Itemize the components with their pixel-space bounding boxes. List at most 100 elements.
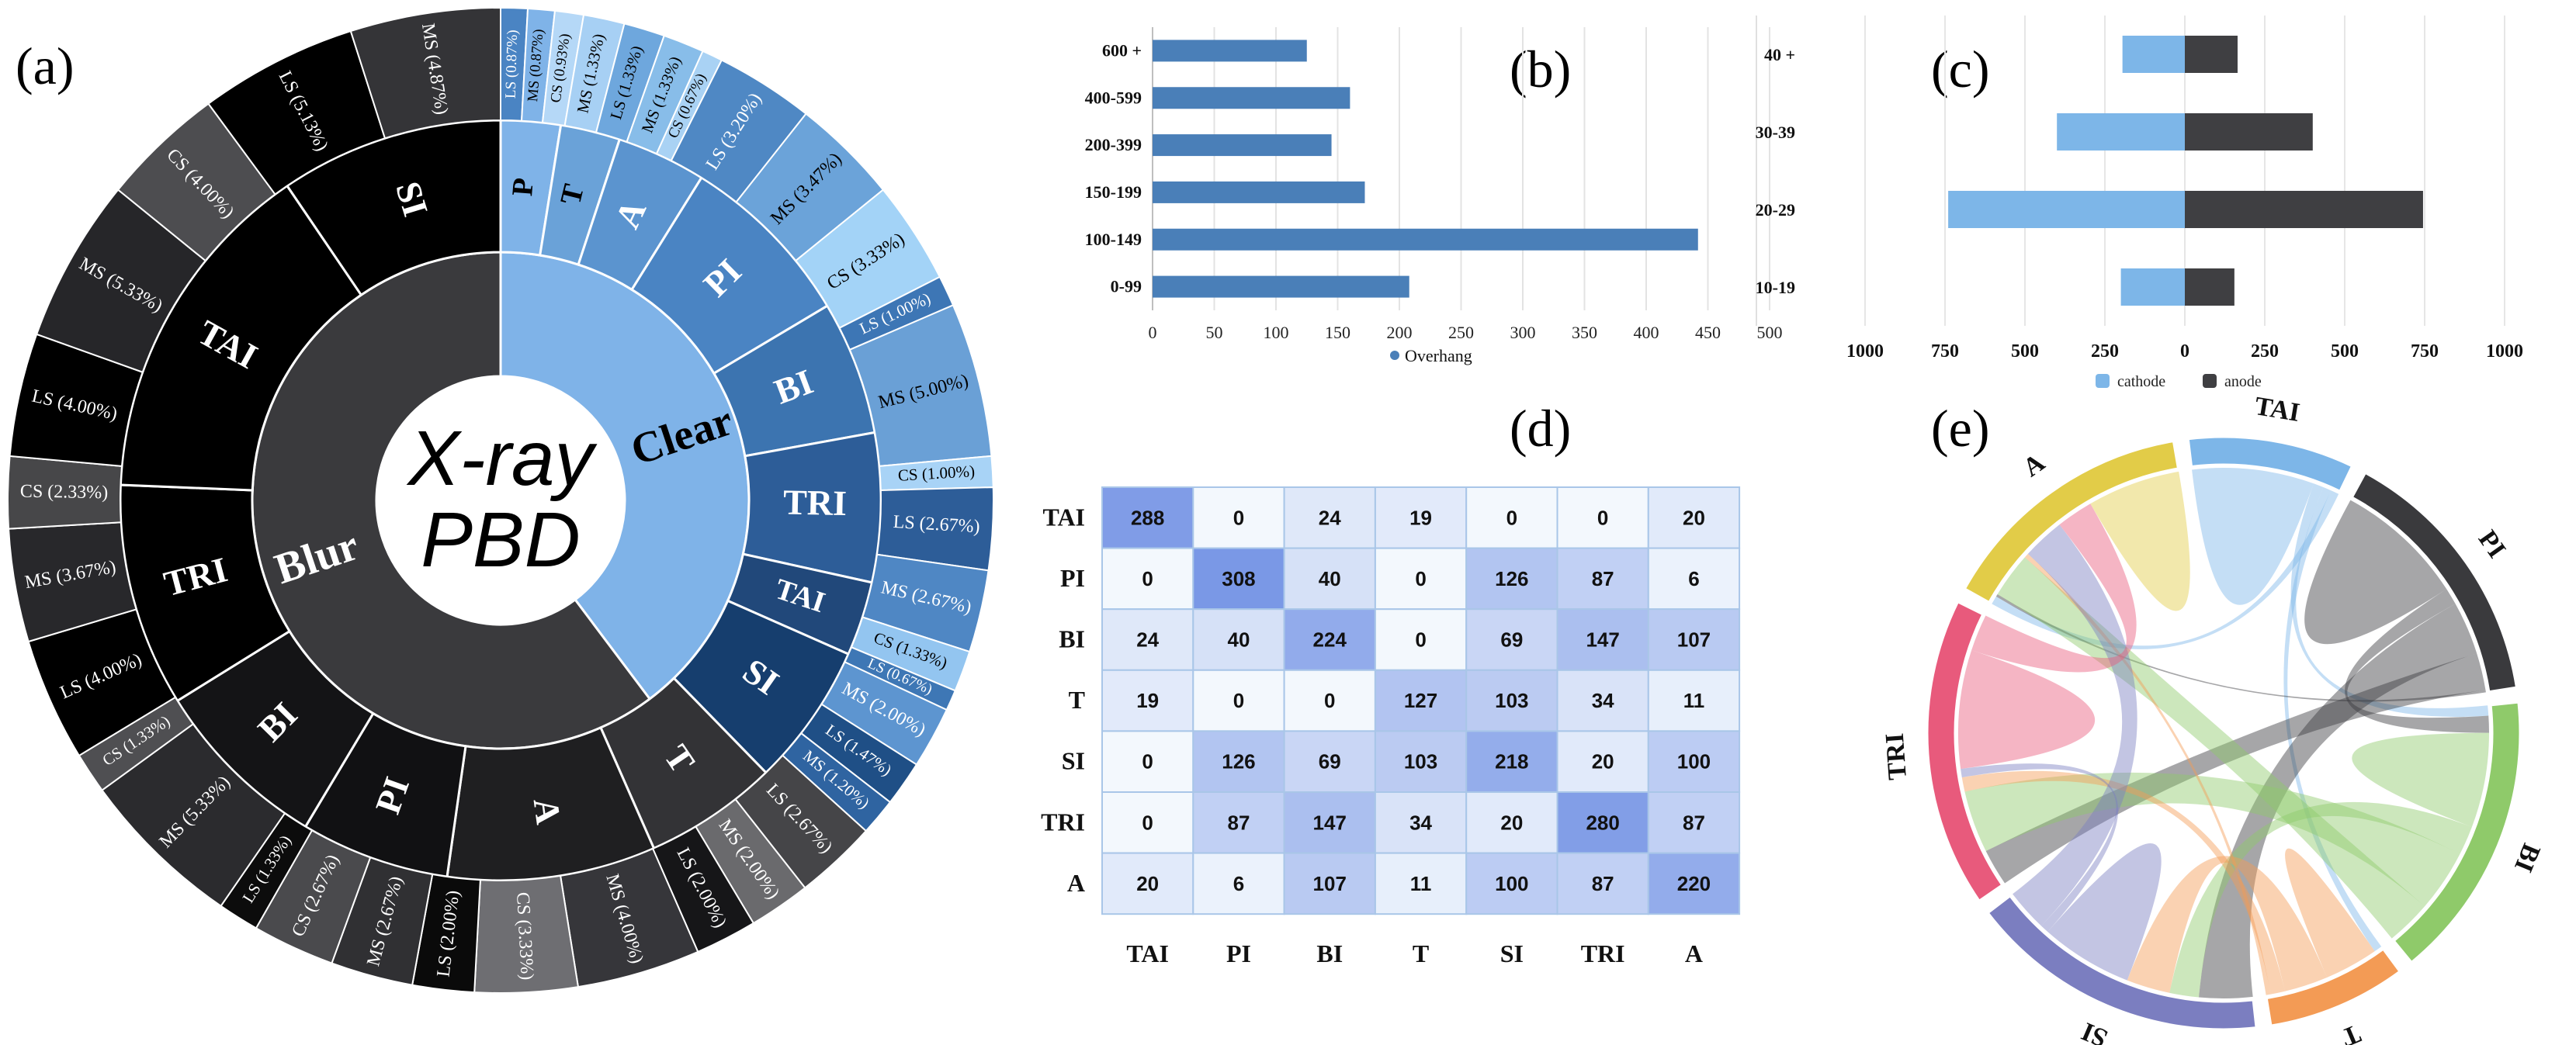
chord-ribbon (1961, 763, 2119, 932)
cathode-bar (2057, 113, 2185, 151)
x-tick-label: 0 (2180, 341, 2189, 362)
x-tick-label: 400 (1634, 323, 1659, 342)
heatmap-cell (1647, 730, 1741, 794)
cell-value: 126 (1495, 567, 1528, 590)
bar (1153, 275, 1409, 298)
row-label: A (1067, 869, 1085, 897)
legend-marker (1390, 351, 1399, 360)
chord-ribbon (1985, 653, 2486, 884)
heatmap-cell (1647, 669, 1741, 732)
col-label: T (1413, 939, 1429, 967)
heatmap-cell (1192, 608, 1285, 671)
heatmap-cell (1465, 547, 1558, 611)
cell-value: 147 (1586, 628, 1619, 652)
cell-value: 34 (1592, 689, 1614, 712)
cell-value: 0 (1142, 750, 1153, 773)
cell-value: 24 (1319, 506, 1341, 529)
cell-value: 308 (1222, 567, 1255, 590)
outer-label: LS (0.87%) (503, 29, 521, 99)
panel-label-a: (a) (16, 36, 74, 95)
cell-value: 100 (1677, 750, 1711, 773)
chord-ribbon (1997, 557, 2425, 939)
col-label: SI (1500, 939, 1524, 967)
y-tick-label: 200-399 (1085, 135, 1142, 154)
cell-value: 6 (1688, 567, 1699, 590)
chord-diagram: TAI PI BI T SI TRI A (1881, 392, 2546, 1045)
legend-swatch-anode (2203, 374, 2217, 388)
outer-segment (349, 6, 501, 140)
x-tick-label: 150 (1325, 323, 1350, 342)
cell-value: 34 (1409, 811, 1432, 834)
center-hole (378, 378, 623, 623)
middle-label: A (526, 796, 569, 827)
anode-bar (2185, 268, 2234, 306)
cell-value: 220 (1677, 872, 1711, 895)
cell-value: 11 (1683, 689, 1705, 712)
x-tick-label: 500 (2011, 341, 2039, 362)
heatmap-cell (1374, 669, 1468, 732)
chord-ribbon (2290, 483, 2489, 717)
x-tick-label: 350 (1572, 323, 1597, 342)
heatmap-cell (1192, 730, 1285, 794)
chord-label: TRI (1881, 732, 1912, 781)
chord-label: BI (2508, 839, 2546, 876)
cell-value: 20 (1136, 872, 1159, 895)
x-tick-label: 250 (2251, 341, 2279, 362)
chord-ribbon (2090, 471, 2190, 611)
col-label: TRI (1581, 939, 1625, 967)
heatmap-cell (1556, 791, 1649, 854)
chord-label: TAI (2252, 392, 2301, 427)
panel-label-b: (b) (1510, 40, 1571, 99)
cell-value: 0 (1142, 567, 1153, 590)
chord-label: T (2337, 1019, 2365, 1045)
overhang-bar-chart: 0 50 100 150 200 250 300 350 400 450 500 0-99 100-14… (1085, 27, 1783, 365)
cell-value: 69 (1319, 750, 1341, 773)
cell-value: 147 (1313, 811, 1347, 834)
cell-value: 0 (1233, 506, 1244, 529)
chord-arc-si (1986, 894, 2258, 1031)
row-label: TAI (1042, 503, 1085, 531)
cell-value: 20 (1500, 811, 1523, 834)
cell-value: 126 (1222, 750, 1255, 773)
chord-ribbon (2169, 801, 2472, 998)
cathode-bar (2120, 268, 2185, 306)
cell-value: 40 (1319, 567, 1341, 590)
col-label: TAI (1126, 939, 1169, 967)
cell-value: 6 (1233, 872, 1244, 895)
col-label: PI (1226, 939, 1251, 967)
cell-value: 87 (1592, 872, 1614, 895)
chord-ribbon (1992, 490, 2339, 649)
cell-value: 107 (1677, 628, 1711, 652)
chord-ribbon (1971, 503, 2137, 673)
panel-label-e: (e) (1931, 399, 1989, 458)
y-tick-label: 0-99 (1111, 277, 1142, 296)
anode-bar (2185, 191, 2423, 228)
chord-arc-pi (2350, 471, 2519, 694)
x-tick-label: 1000 (2486, 341, 2523, 362)
heatmap-cell (1647, 791, 1741, 854)
bar (1153, 40, 1307, 62)
chord-ribbon (2285, 848, 2375, 978)
cathode-anode-bar-chart: 10007505002500250500750100010-1910-1920-… (1756, 16, 2523, 390)
chord-ribbon (2304, 500, 2447, 645)
cell-value: 19 (1409, 506, 1432, 529)
heatmap-cell (1192, 547, 1285, 611)
chord-arc-t (2265, 947, 2402, 1027)
x-tick-label: 250 (2091, 341, 2119, 362)
cell-value: 0 (1142, 811, 1153, 834)
x-tick-label: 500 (1757, 323, 1783, 342)
chord-ribbon (2199, 604, 2477, 998)
bar (1153, 87, 1350, 109)
heatmap-cell (1283, 791, 1376, 854)
chord-ribbon (1964, 772, 2460, 907)
legend-swatch-cathode (2096, 374, 2110, 388)
heatmap-cell (1101, 852, 1194, 915)
cell-value: 20 (1683, 506, 1705, 529)
chord-arc-tri (1926, 600, 2004, 903)
confusion-heatmap: TAI 288 0 24 19 0 0 20 PI 0 308 40 0 126 87 6 BI 24 40 224 0… (1041, 486, 1741, 967)
chord-label: SI (2078, 1016, 2112, 1045)
x-tick-label: 300 (1510, 323, 1536, 342)
center-title-line1: X-ray (407, 415, 598, 502)
